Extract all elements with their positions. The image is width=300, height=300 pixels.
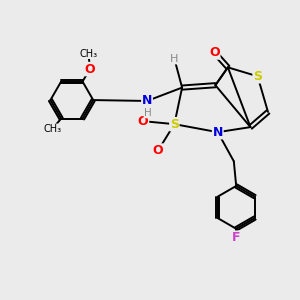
Text: N: N	[142, 94, 152, 107]
Text: S: S	[170, 118, 179, 130]
Text: N: N	[213, 126, 223, 139]
Text: O: O	[209, 46, 220, 59]
Text: CH₃: CH₃	[43, 124, 61, 134]
Text: O: O	[138, 115, 148, 128]
Text: F: F	[232, 231, 240, 244]
Text: H: H	[170, 54, 178, 64]
Text: O: O	[153, 144, 163, 157]
Text: CH₃: CH₃	[80, 49, 98, 58]
Text: O: O	[85, 63, 95, 76]
Text: H: H	[144, 108, 152, 118]
Text: S: S	[253, 70, 262, 83]
